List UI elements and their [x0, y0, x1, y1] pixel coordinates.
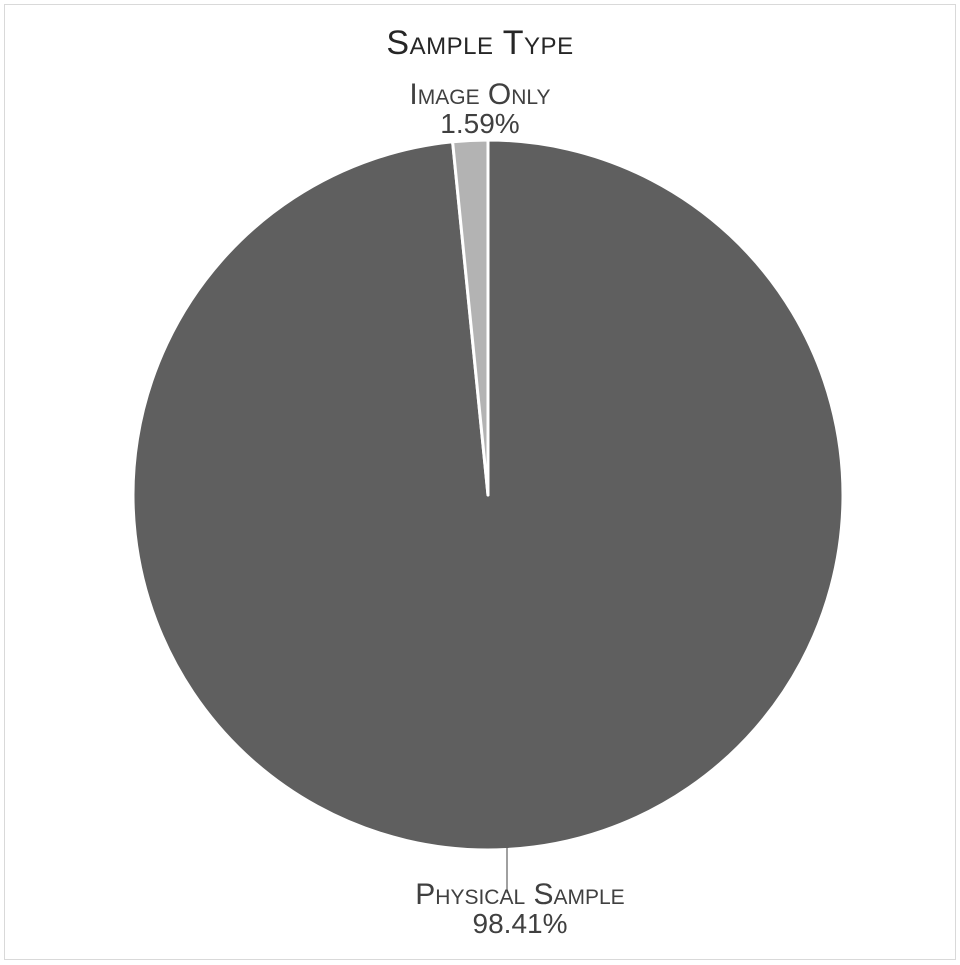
slice-image-only — [451, 138, 490, 497]
label-image-only-category: Image Only — [409, 78, 551, 111]
label-physical-sample-category: Physical Sample — [415, 878, 625, 911]
label-image-only-percent: 1.59% — [440, 108, 520, 139]
label-image-only: Image Only 1.59% — [330, 80, 630, 138]
label-physical-sample: Physical Sample 98.41% — [370, 880, 670, 938]
chart-title: Sample Type — [386, 24, 574, 62]
label-physical-sample-percent: 98.41% — [472, 908, 568, 939]
